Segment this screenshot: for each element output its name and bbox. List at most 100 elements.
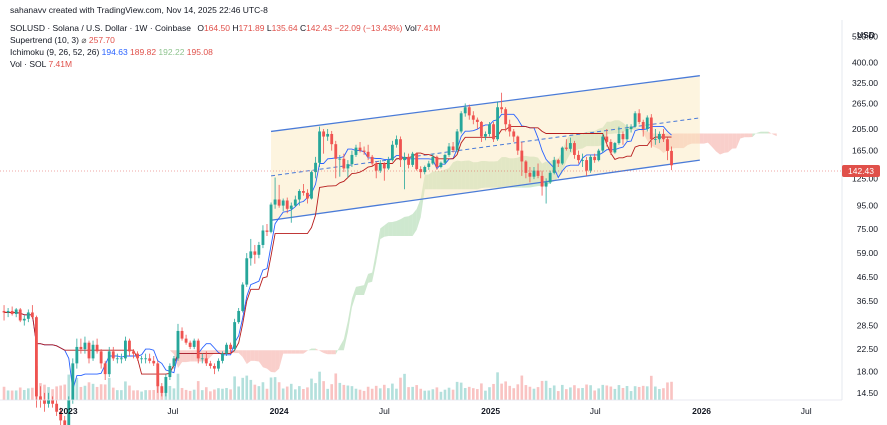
price-axis-unit[interactable]: USD bbox=[857, 30, 875, 40]
cloud-segment bbox=[772, 133, 777, 137]
cloud-segment bbox=[432, 171, 437, 190]
candle-body bbox=[403, 156, 406, 161]
candle-body bbox=[516, 136, 520, 151]
cloud-segment bbox=[618, 120, 623, 134]
cloud-segment bbox=[529, 156, 534, 188]
volume-bar bbox=[55, 386, 58, 400]
volume-bar bbox=[225, 387, 228, 400]
volume-bar bbox=[257, 386, 261, 400]
ichimoku-base-value: 189.82 bbox=[130, 47, 157, 57]
candle bbox=[419, 166, 423, 179]
tenkan-line bbox=[4, 113, 672, 390]
candle bbox=[484, 131, 487, 141]
volume-bar bbox=[439, 391, 443, 400]
candle-body bbox=[172, 358, 176, 366]
cloud-segment bbox=[279, 350, 284, 369]
ichimoku-legend[interactable]: Ichimoku (9, 26, 52, 26) 194.63 189.82 1… bbox=[10, 47, 213, 57]
candle-body bbox=[87, 342, 91, 359]
volume-bar bbox=[443, 389, 447, 400]
candle-body bbox=[297, 191, 301, 200]
y-tick-label: 265.00 bbox=[852, 98, 878, 108]
candle bbox=[568, 137, 572, 152]
cloud-segment bbox=[254, 350, 259, 362]
candle-body bbox=[447, 146, 451, 155]
cloud-segment bbox=[533, 156, 539, 187]
x-axis-ticks: 2023 Jul 2024 Jul 2025 Jul 2026 Jul bbox=[59, 406, 812, 416]
candle bbox=[330, 130, 334, 151]
candle bbox=[382, 162, 386, 181]
volume-bar bbox=[27, 388, 30, 400]
candle-body bbox=[95, 344, 99, 352]
candle bbox=[443, 153, 447, 165]
candle-body bbox=[556, 160, 560, 164]
supertrend-legend[interactable]: Supertrend (10, 3) ⌀ 257.70 bbox=[10, 35, 115, 46]
cloud-segment bbox=[234, 350, 239, 354]
candle bbox=[285, 197, 289, 214]
cloud-segment bbox=[339, 339, 344, 351]
candle bbox=[378, 160, 382, 173]
candle bbox=[581, 153, 584, 167]
cloud-segment bbox=[756, 131, 761, 134]
volume-bar bbox=[435, 387, 439, 400]
volume-legend[interactable]: Vol · SOL 7.41M bbox=[10, 59, 72, 69]
candle bbox=[39, 386, 42, 408]
y-tick-label: 28.50 bbox=[857, 321, 879, 331]
cloud-segment bbox=[703, 133, 708, 144]
ohlc-high: H171.89 bbox=[232, 23, 265, 33]
candle bbox=[265, 223, 269, 237]
volume-bar bbox=[358, 389, 362, 400]
candle-body bbox=[528, 172, 532, 177]
volume-bar bbox=[310, 378, 313, 400]
candle-body bbox=[366, 151, 370, 157]
candle bbox=[399, 136, 402, 167]
volume-bar bbox=[415, 385, 418, 400]
candle bbox=[439, 161, 443, 169]
candle-body bbox=[629, 126, 633, 129]
volume-bar bbox=[298, 386, 301, 400]
cloud-segment bbox=[258, 350, 263, 368]
candle bbox=[653, 128, 657, 145]
volume-bar bbox=[423, 390, 427, 400]
candle-body bbox=[354, 147, 358, 155]
candle-body bbox=[229, 344, 232, 350]
volume-bar bbox=[641, 385, 645, 400]
cloud-segment bbox=[513, 157, 518, 188]
candle bbox=[589, 154, 593, 173]
volume-bar bbox=[536, 387, 540, 400]
candle-body bbox=[152, 360, 156, 364]
y-tick-label: 205.00 bbox=[852, 124, 878, 134]
candle-body bbox=[548, 172, 552, 183]
candle bbox=[670, 146, 673, 171]
volume-bar bbox=[168, 385, 172, 400]
cloud-segment bbox=[760, 131, 765, 134]
candle-body bbox=[233, 322, 237, 350]
volume-bar bbox=[204, 387, 208, 400]
cloud-segment bbox=[206, 350, 211, 362]
candle bbox=[314, 156, 317, 179]
candle bbox=[455, 128, 459, 153]
cloud-segment bbox=[412, 208, 417, 237]
candle bbox=[55, 400, 59, 416]
candle bbox=[176, 323, 180, 361]
candle bbox=[637, 109, 641, 125]
volume-bar bbox=[403, 373, 406, 400]
candle bbox=[59, 407, 63, 425]
candle bbox=[156, 360, 160, 393]
volume-bar bbox=[577, 388, 580, 400]
candle bbox=[467, 104, 471, 120]
cloud-segment bbox=[246, 350, 251, 365]
volume-bar bbox=[107, 377, 111, 400]
cloud-segment bbox=[400, 216, 405, 237]
candle bbox=[237, 307, 241, 324]
candle bbox=[350, 150, 354, 167]
candle-body bbox=[22, 318, 26, 321]
cloud-segment bbox=[683, 133, 688, 149]
candle-body bbox=[386, 160, 390, 169]
x-tick-label: Jul bbox=[167, 406, 178, 416]
candle-body bbox=[34, 317, 38, 397]
cloud-segment bbox=[376, 228, 381, 263]
volume-bar bbox=[492, 383, 495, 400]
candle-body bbox=[342, 158, 346, 169]
y-tick-label: 125.00 bbox=[852, 173, 878, 183]
